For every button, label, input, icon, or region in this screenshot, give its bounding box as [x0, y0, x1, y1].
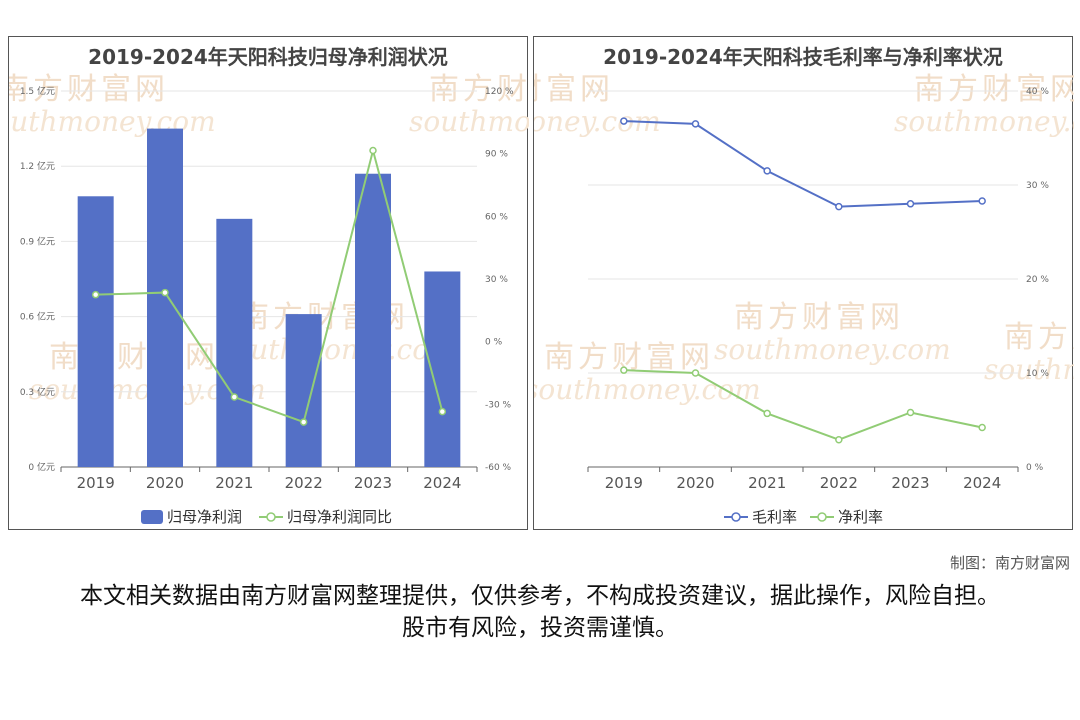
legend-net-marker — [817, 512, 827, 522]
x-tick-label: 2023 — [354, 474, 392, 492]
y-tick-label: 1.2 亿元 — [20, 160, 55, 172]
legend-net-label: 净利率 — [838, 508, 883, 526]
x-tick-label: 2020 — [146, 474, 184, 492]
point-gross-margin — [835, 202, 843, 211]
watermark-logo: 南方财富网 — [9, 72, 169, 107]
y2-tick-label: 0 % — [485, 338, 503, 348]
point-net-margin — [763, 409, 771, 418]
x-tick-label: 2022 — [285, 474, 323, 492]
bar-net-profit — [424, 271, 461, 467]
y-tick-label: 0 亿元 — [28, 461, 55, 473]
disclaimer-text: 本文相关数据由南方财富网整理提供，仅供参考，不构成投资建议，据此操作，风险自担。… — [80, 583, 1000, 641]
point-yoy-growth — [91, 290, 100, 299]
y2-tick-label: -60 % — [485, 463, 512, 473]
x-tick-label: 2024 — [963, 474, 1001, 492]
net-profit-chart-title: 2019-2024年天阳科技归母净利润状况 — [88, 45, 448, 69]
margin-chart: 南方财富网southmoney.com南方财富网southmoney.com南方… — [534, 72, 1074, 526]
line-net-margin — [623, 369, 983, 441]
x-tick-label: 2022 — [820, 474, 858, 492]
watermark-logo: 南方财富网 — [49, 340, 219, 375]
y-tick-label: 0.6 亿元 — [20, 311, 55, 323]
line-yoy-growth — [95, 146, 444, 424]
y-tick-label: 40 % — [1026, 87, 1049, 97]
point-net-margin — [835, 435, 843, 444]
y-tick-label: 1.5 亿元 — [20, 85, 55, 97]
chart-credit: 制图：南方财富网 — [949, 554, 1070, 572]
point-net-margin — [620, 366, 628, 374]
net-profit-chart-panel: 南方财富网southmoney.com南方财富网southmoney.com南方… — [8, 36, 529, 530]
y2-tick-label: 120 % — [485, 87, 514, 97]
x-tick-label: 2024 — [423, 474, 461, 492]
legend-gross-marker — [731, 512, 741, 522]
watermark-logo: 南方财富网 — [914, 72, 1074, 107]
legend-bar-swatch — [141, 510, 163, 524]
watermark-logo: southmoney.com — [9, 105, 216, 138]
legend-gross-label: 毛利率 — [752, 508, 797, 526]
y2-tick-label: -30 % — [485, 400, 512, 410]
point-net-margin — [978, 423, 986, 432]
margin-chart-title: 2019-2024年天阳科技毛利率与净利率状况 — [603, 45, 1003, 69]
net-profit-chart: 南方财富网southmoney.com南方财富网southmoney.com南方… — [9, 72, 529, 526]
y2-tick-label: 90 % — [485, 150, 508, 160]
point-gross-margin — [906, 200, 915, 208]
legend-bar-label: 归母净利润 — [167, 508, 242, 526]
watermark-logo: southmoney.com — [894, 105, 1074, 138]
y-tick-label: 20 % — [1026, 275, 1049, 285]
line-gross-margin — [623, 120, 983, 208]
point-yoy-growth — [230, 393, 239, 401]
point-yoy-growth — [438, 407, 447, 416]
bar-net-profit — [216, 218, 253, 467]
point-gross-margin — [978, 197, 986, 205]
point-net-margin — [906, 408, 915, 417]
legend-line-label: 归母净利润同比 — [287, 508, 392, 526]
point-yoy-growth — [161, 288, 169, 297]
point-gross-margin — [763, 167, 771, 175]
point-yoy-growth — [299, 418, 308, 426]
x-tick-label: 2021 — [215, 474, 253, 492]
y2-tick-label: 60 % — [485, 212, 508, 222]
y-tick-label: 30 % — [1026, 181, 1049, 191]
point-yoy-growth — [369, 146, 377, 155]
y-tick-label: 0.9 亿元 — [20, 235, 55, 247]
legend-line-marker — [266, 512, 276, 522]
watermark-logo: southmoney.com — [984, 353, 1074, 386]
watermark-logo: southmoney.com — [219, 333, 456, 366]
y-tick-label: 10 % — [1026, 369, 1049, 379]
margin-chart-panel: 南方财富网southmoney.com南方财富网southmoney.com南方… — [533, 36, 1074, 530]
x-tick-label: 2019 — [77, 474, 115, 492]
watermark-logo: 南方财富网 — [734, 300, 904, 335]
x-tick-label: 2019 — [605, 474, 643, 492]
point-gross-margin — [620, 117, 628, 125]
watermark-logo: 南方财富网 — [1004, 320, 1074, 355]
point-net-margin — [691, 369, 700, 377]
bar-net-profit — [285, 314, 322, 467]
y2-tick-label: 30 % — [485, 275, 508, 285]
point-gross-margin — [691, 120, 700, 128]
watermark-logo: southmoney.com — [409, 105, 529, 138]
watermark-logo: 南方财富网 — [534, 72, 614, 107]
y-tick-label: 0.3 亿元 — [20, 386, 55, 398]
watermark-logo: southmoney.com — [714, 333, 951, 366]
bar-net-profit — [355, 173, 391, 467]
watermark-logo: 南方财富网 — [429, 72, 529, 107]
bar-net-profit — [77, 196, 114, 467]
x-tick-label: 2021 — [748, 474, 786, 492]
y-tick-label: 0 % — [1026, 463, 1044, 473]
x-tick-label: 2023 — [891, 474, 929, 492]
x-tick-label: 2020 — [676, 474, 714, 492]
bar-net-profit — [147, 128, 183, 467]
